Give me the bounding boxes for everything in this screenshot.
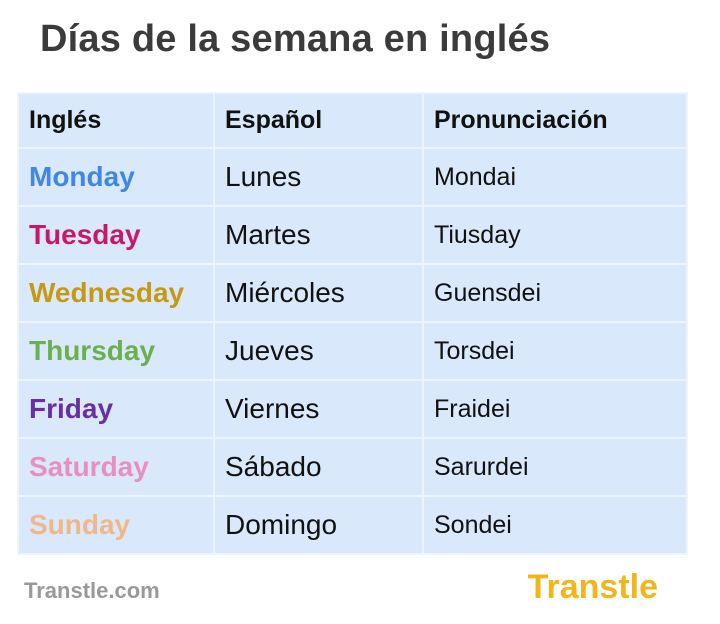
spanish-day: Lunes xyxy=(213,147,424,207)
english-day: Friday xyxy=(17,379,215,439)
header-spanish: Español xyxy=(213,92,424,149)
header-pronunciation: Pronunciación xyxy=(422,92,688,149)
table-row: Saturday Sábado Sarurdei xyxy=(17,437,688,497)
table-row: Sunday Domingo Sondei xyxy=(17,495,688,555)
spanish-day: Martes xyxy=(213,205,424,265)
pronunciation: Torsdei xyxy=(422,321,688,381)
pronunciation: Mondai xyxy=(422,147,688,207)
table-row: Monday Lunes Mondai xyxy=(17,147,688,207)
spanish-day: Miércoles xyxy=(213,263,424,323)
english-day: Sunday xyxy=(17,495,215,555)
english-day: Wednesday xyxy=(17,263,215,323)
english-day: Thursday xyxy=(17,321,215,381)
pronunciation: Fraidei xyxy=(422,379,688,439)
days-table: Inglés Español Pronunciación Monday Lunes… xyxy=(17,92,688,555)
table-row: Wednesday Miércoles Guensdei xyxy=(17,263,688,323)
brand-logo: Transtle xyxy=(527,568,658,606)
english-day: Saturday xyxy=(17,437,215,497)
spanish-day: Viernes xyxy=(213,379,424,439)
page-title: Días de la semana en inglés xyxy=(40,18,551,60)
pronunciation: Sondei xyxy=(422,495,688,555)
spanish-day: Domingo xyxy=(213,495,424,555)
pronunciation: Guensdei xyxy=(422,263,688,323)
table-row: Thursday Jueves Torsdei xyxy=(17,321,688,381)
spanish-day: Jueves xyxy=(213,321,424,381)
table-header: Inglés Español Pronunciación xyxy=(17,92,688,149)
table-row: Friday Viernes Fraidei xyxy=(17,379,688,439)
table-row: Tuesday Martes Tiusday xyxy=(17,205,688,265)
site-url: Transtle.com xyxy=(24,578,160,603)
pronunciation: Tiusday xyxy=(422,205,688,265)
spanish-day: Sábado xyxy=(213,437,424,497)
header-english: Inglés xyxy=(17,92,215,149)
english-day: Tuesday xyxy=(17,205,215,265)
english-day: Monday xyxy=(17,147,215,207)
pronunciation: Sarurdei xyxy=(422,437,688,497)
